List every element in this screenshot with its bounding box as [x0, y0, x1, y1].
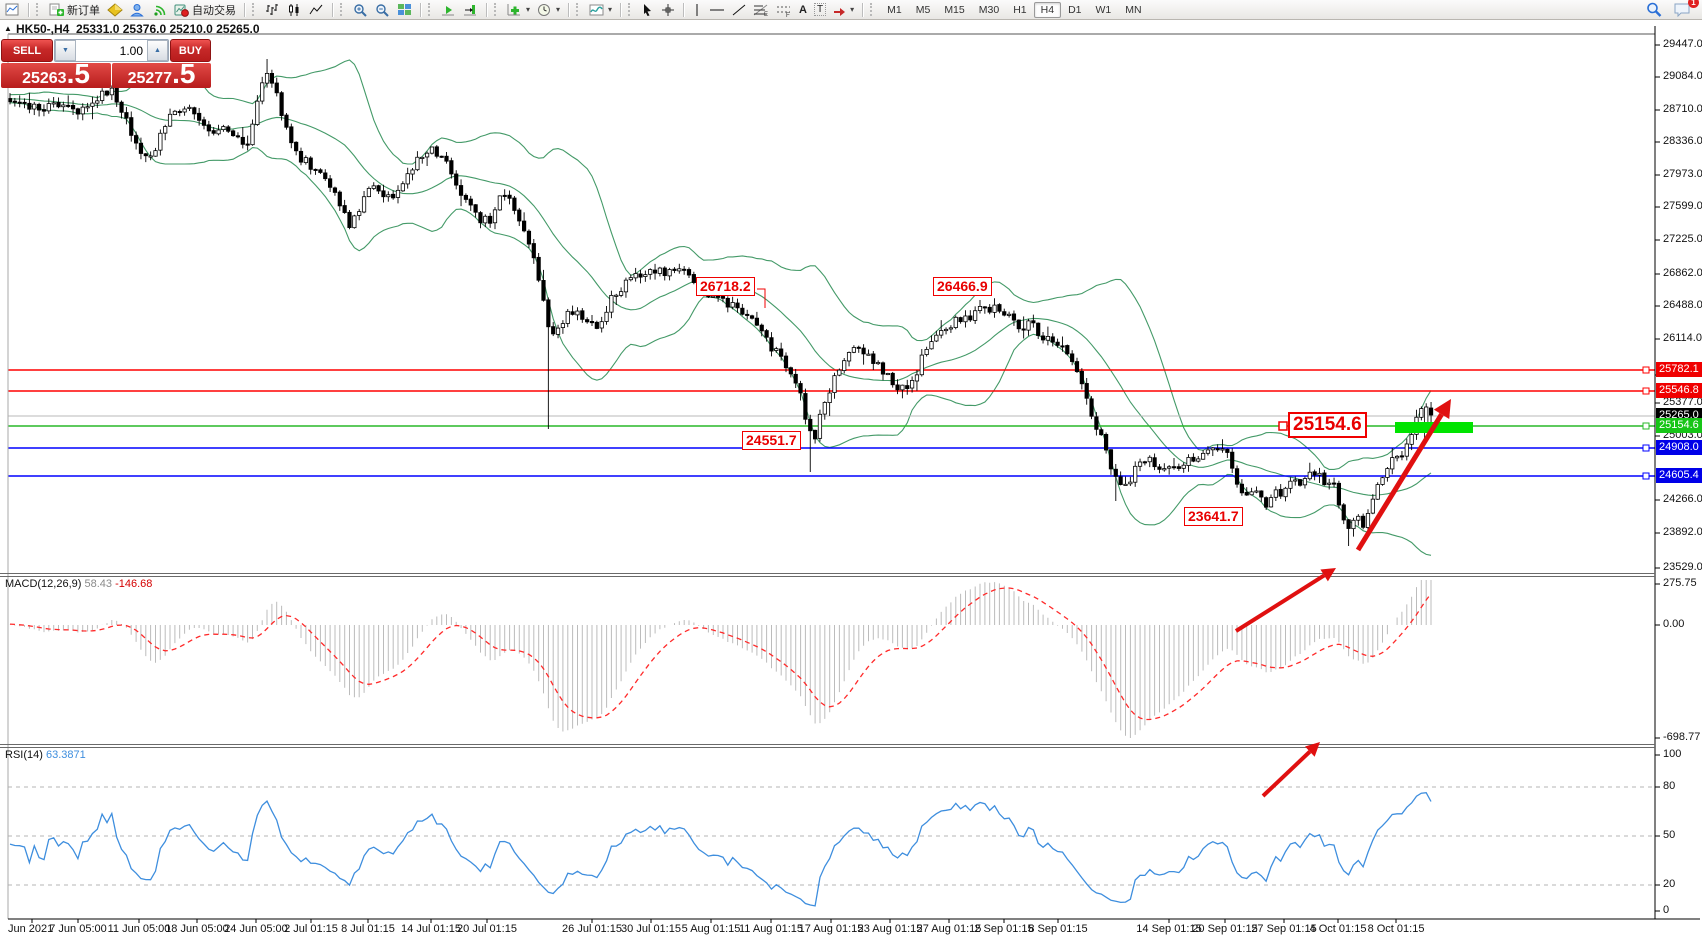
price-callout[interactable]: 26718.2: [696, 277, 755, 296]
timeframe-m30[interactable]: M30: [978, 3, 1000, 16]
timeframe-buttons: M1 M5 M15 M30 H1 H4 D1 W1 MN: [880, 1, 1148, 18]
line-handle: [1642, 422, 1650, 430]
signal-icon[interactable]: [149, 2, 170, 18]
timeframe-m1[interactable]: M1: [887, 3, 902, 16]
bar-chart-icon[interactable]: [262, 2, 283, 18]
annotations: [0, 26, 1700, 923]
auto-scroll-icon[interactable]: [438, 2, 459, 18]
chart-shift-icon[interactable]: [460, 2, 481, 18]
bollinger-band-line: [9, 59, 1432, 470]
horizontal-levels: [8, 366, 1655, 480]
crosshair-icon[interactable]: [658, 2, 678, 18]
svg-text:F: F: [786, 13, 790, 17]
line-handle: [1642, 387, 1650, 395]
indicator-panels: [8, 580, 1655, 907]
line-handle: [1642, 366, 1650, 374]
text-label-tool-icon[interactable]: T: [811, 2, 829, 17]
macd-histogram: [9, 580, 1432, 738]
fibonacci-tool-icon[interactable]: E: [750, 2, 772, 18]
trend-arrow[interactable]: [1305, 742, 1320, 757]
vertical-line-tool-icon[interactable]: [689, 2, 705, 18]
volume-spinner: ▼ 1.00 ▲: [54, 39, 169, 62]
chart-canvas[interactable]: [0, 20, 1702, 938]
sell-button[interactable]: SELL: [1, 39, 53, 62]
indicators-add-icon: [507, 3, 520, 15]
clock-icon: [538, 3, 551, 16]
timeframe-m15[interactable]: M15: [944, 3, 965, 16]
callout-anchor: [1278, 421, 1288, 431]
line-handle: [1642, 444, 1650, 452]
svg-text:E: E: [764, 12, 768, 17]
periods-button[interactable]: ▾: [534, 2, 563, 18]
price-callout[interactable]: 25154.6: [1288, 412, 1367, 438]
chart-window: 29447.0 29084.0 28710.0 28336.0 27973.0 27599…: [0, 20, 1702, 938]
toolbar: 新订单 自动交易 ▾ ▾ ▾ E F A T ▾ M1 M5 M15 M30 H1 H4 D…: [0, 0, 1702, 20]
timeframe-d1[interactable]: D1: [1068, 3, 1082, 16]
profile-icon[interactable]: [127, 2, 148, 18]
arrow-shape-icon: [834, 7, 846, 16]
ohlc-values: 25331.0 25376.0 25210.0 25265.0: [76, 22, 260, 36]
indicators-button[interactable]: ▾: [504, 2, 533, 18]
chat-button[interactable]: 1: [1671, 0, 1699, 18]
candlestick-chart-icon[interactable]: [284, 2, 305, 18]
shapes-tool-button[interactable]: ▾: [830, 3, 857, 17]
price-marker-box: 25782.1: [1656, 362, 1702, 377]
trend-arrow[interactable]: [1320, 568, 1336, 582]
volume-value[interactable]: 1.00: [119, 43, 143, 58]
price-marker-box: 24605.4: [1656, 468, 1702, 483]
channel-tool-icon[interactable]: F: [773, 2, 795, 18]
volume-increase-button[interactable]: ▲: [147, 40, 168, 61]
trendline-tool-icon[interactable]: [729, 2, 749, 18]
buy-button[interactable]: BUY: [170, 39, 211, 62]
bollinger-band-line: [9, 102, 1432, 556]
zoom-in-icon[interactable]: [350, 2, 371, 18]
buy-price[interactable]: 25277.5: [112, 60, 211, 88]
trend-arrow[interactable]: [1433, 399, 1451, 420]
cursor-icon[interactable]: [638, 2, 657, 18]
price-marker-box: 25154.6: [1656, 418, 1702, 433]
sell-price[interactable]: 25263.5: [1, 60, 111, 88]
price-marker-box: 25546.8: [1656, 383, 1702, 398]
price-callout[interactable]: 23641.7: [1184, 507, 1243, 526]
zoom-out-icon[interactable]: [372, 2, 393, 18]
timeframe-h1[interactable]: H1: [1013, 3, 1027, 16]
autotrade-button[interactable]: 自动交易: [171, 1, 239, 19]
templates-button[interactable]: ▾: [586, 2, 615, 18]
symbol-period: HK50-,H4: [16, 22, 70, 36]
horizontal-line-tool-icon[interactable]: [706, 2, 728, 18]
bollinger-bands: [9, 59, 1432, 556]
new-order-icon: [49, 3, 64, 16]
volume-decrease-button[interactable]: ▼: [55, 40, 76, 61]
rsi-line: [9, 792, 1432, 907]
new-order-label: 新订单: [67, 4, 100, 17]
search-icon[interactable]: [1643, 1, 1665, 18]
candles: [7, 59, 1434, 546]
chart-window-icon[interactable]: [2, 2, 23, 18]
price-callout[interactable]: 26466.9: [933, 277, 992, 296]
bollinger-band-line: [9, 98, 1432, 497]
autotrade-label: 自动交易: [192, 4, 236, 17]
rsi-label: RSI(14) 63.3871: [5, 749, 86, 761]
timeframe-m5[interactable]: M5: [915, 3, 931, 16]
autotrade-icon: [174, 4, 189, 17]
timeframe-w1[interactable]: W1: [1095, 3, 1112, 16]
price-callout[interactable]: 24551.7: [742, 431, 801, 450]
line-handle: [1642, 472, 1650, 480]
one-click-collapse-icon[interactable]: ▲: [4, 24, 12, 33]
price-marker-box: 24908.0: [1656, 440, 1702, 455]
callout-connector: [757, 288, 766, 308]
line-chart-icon[interactable]: [306, 2, 327, 18]
new-chart-icon[interactable]: [104, 2, 126, 18]
chat-badge: 1: [1688, 0, 1699, 8]
chart-title: HK50-,H4 25331.0 25376.0 25210.0 25265.0: [16, 22, 260, 36]
timeframe-mn[interactable]: MN: [1125, 3, 1142, 16]
template-icon: [589, 4, 604, 15]
text-tool-icon[interactable]: A: [799, 3, 807, 16]
macd-label: MACD(12,26,9) 58.43 -146.68: [5, 578, 153, 590]
tile-windows-icon[interactable]: [394, 2, 415, 18]
new-order-button[interactable]: 新订单: [46, 1, 103, 19]
timeframe-h4[interactable]: H4: [1033, 1, 1062, 18]
macd-signal-line: [9, 587, 1432, 721]
one-click-trade-panel: SELL ▼ 1.00 ▲ BUY 25263.5 25277.5: [1, 39, 211, 88]
